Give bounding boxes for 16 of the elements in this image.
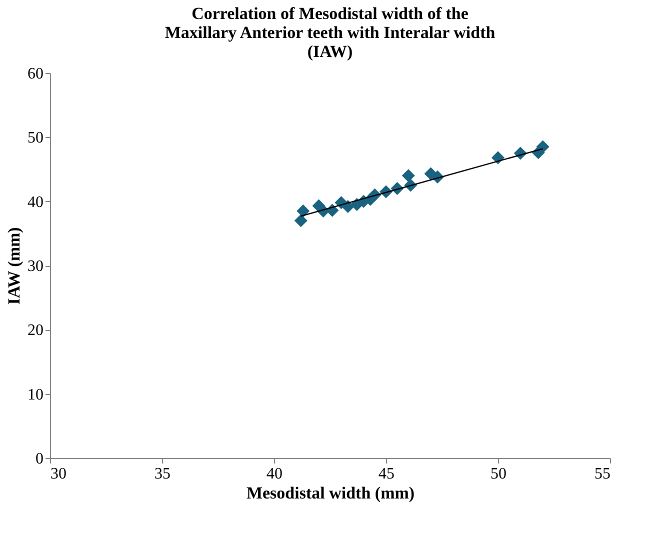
y-tick-label: 30	[28, 258, 44, 275]
y-tick-label: 10	[28, 386, 44, 404]
y-tick-label: 60	[28, 66, 44, 82]
y-tick-label: 20	[28, 322, 44, 340]
x-tick-label: 40	[266, 466, 282, 482]
x-tick-label: 50	[490, 466, 506, 482]
chart-title: Correlation of Mesodistal width of the Maxillary Anterior teeth with Interalar width (IAW)	[164, 4, 496, 61]
y-tick-label: 0	[36, 450, 44, 468]
x-tick-label: 45	[378, 466, 394, 482]
y-axis-title: IAW (mm)	[4, 227, 24, 305]
y-tick-label: 40	[28, 194, 44, 211]
x-tick-label: 30	[50, 466, 66, 482]
y-tick-label: 50	[28, 130, 44, 147]
x-tick-label: 35	[154, 466, 170, 482]
x-axis-title: Mesodistal width (mm)	[246, 484, 415, 502]
x-tick-label: 55	[594, 466, 610, 482]
